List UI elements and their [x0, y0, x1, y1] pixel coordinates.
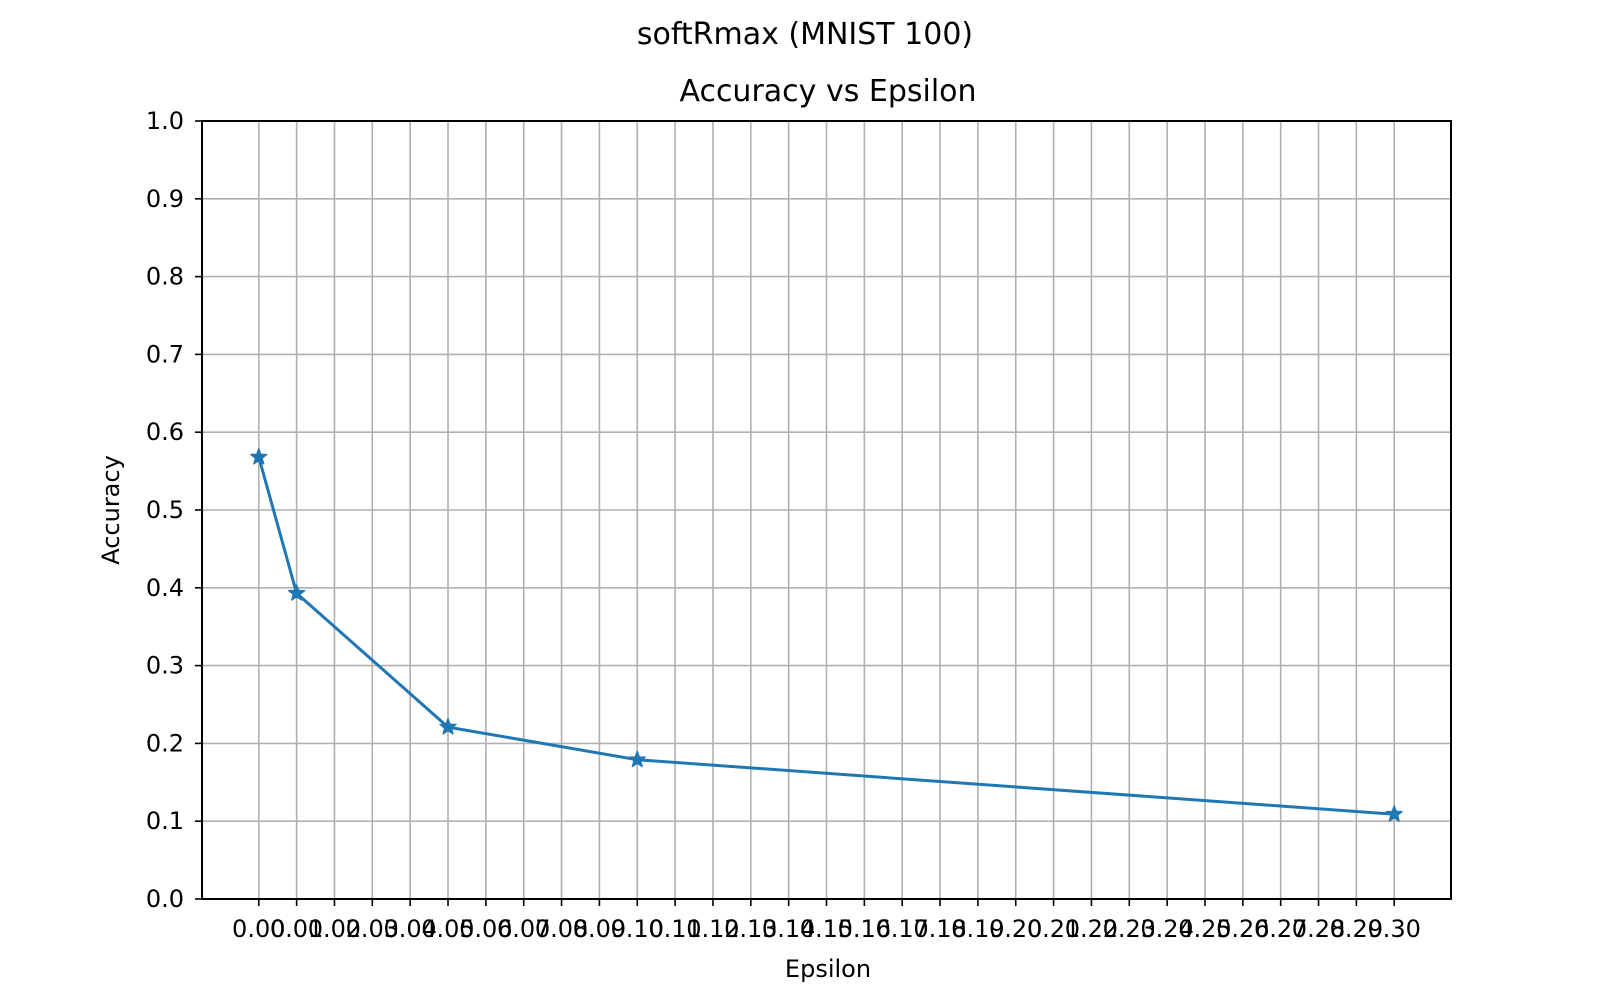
- x-tick-label: 0.01: [270, 915, 323, 943]
- x-tick-label: 0.03: [346, 915, 399, 943]
- x-tick-label: 0.05: [421, 915, 474, 943]
- x-tick-label: 0.02: [308, 915, 361, 943]
- y-tick-label: 0.4: [146, 574, 184, 602]
- x-tick-label: 0.30: [1368, 915, 1421, 943]
- y-axis-label: Accuracy: [97, 455, 125, 565]
- x-tick-label: 0.23: [1103, 915, 1156, 943]
- x-tick-label: 0.25: [1178, 915, 1231, 943]
- x-tick-label: 0.26: [1216, 915, 1269, 943]
- y-tick-label: 0.1: [146, 807, 184, 835]
- x-tick-label: 0.17: [875, 915, 928, 943]
- x-tick-label: 0.21: [1027, 915, 1080, 943]
- x-tick-label: 0.08: [535, 915, 588, 943]
- x-tick-label: 0.04: [383, 915, 436, 943]
- x-tick-label: 0.27: [1254, 915, 1307, 943]
- x-tick-label: 0.12: [686, 915, 739, 943]
- x-tick-label: 0.09: [573, 915, 626, 943]
- x-tick-label: 0.07: [497, 915, 550, 943]
- y-tick-label: 0.8: [146, 263, 184, 291]
- x-tick-label: 0.19: [951, 915, 1004, 943]
- y-tick-label: 0.2: [146, 729, 184, 757]
- y-axis: 0.0 0.1 0.2 0.3 0.4 0.5 0.6 0.7 0.8 0.9 1.0: [146, 107, 202, 913]
- x-tick-label: 0.11: [648, 915, 701, 943]
- x-tick-label: 0.15: [800, 915, 853, 943]
- y-tick-label: 0.7: [146, 340, 184, 368]
- x-tick-label: 0.13: [724, 915, 777, 943]
- chart-title: Accuracy vs Epsilon: [679, 74, 976, 109]
- x-tick-label: 0.18: [913, 915, 966, 943]
- x-tick-label: 0.29: [1330, 915, 1383, 943]
- x-tick-label: 0.10: [611, 915, 664, 943]
- series-layer: [250, 448, 1403, 822]
- y-tick-label: 0.5: [146, 496, 184, 524]
- y-tick-label: 1.0: [146, 107, 184, 135]
- x-tick-label: 0.00: [232, 915, 285, 943]
- y-tick-label: 0.9: [146, 185, 184, 213]
- x-tick-label: 0.20: [989, 915, 1042, 943]
- data-point-marker: [439, 717, 457, 735]
- chart-suptitle: softRmax (MNIST 100): [637, 17, 973, 52]
- y-tick-label: 0.3: [146, 652, 184, 680]
- x-tick-label: 0.22: [1065, 915, 1118, 943]
- x-tick-label: 0.14: [762, 915, 815, 943]
- data-point-marker: [250, 448, 268, 465]
- x-axis: 0.000.010.020.030.040.050.060.070.080.09…: [232, 899, 1421, 943]
- data-point-marker: [287, 584, 306, 601]
- x-tick-label: 0.06: [459, 915, 512, 943]
- data-point-marker: [1385, 805, 1403, 822]
- x-tick-label: 0.28: [1292, 915, 1345, 943]
- y-tick-label: 0.0: [146, 885, 184, 913]
- x-tick-label: 0.24: [1140, 915, 1193, 943]
- y-tick-label: 0.6: [146, 418, 184, 446]
- x-tick-label: 0.16: [838, 915, 891, 943]
- data-point-marker: [628, 750, 646, 768]
- x-axis-label: Epsilon: [785, 955, 871, 983]
